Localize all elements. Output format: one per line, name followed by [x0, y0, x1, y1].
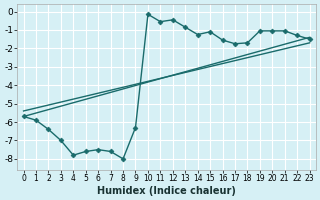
X-axis label: Humidex (Indice chaleur): Humidex (Indice chaleur)	[97, 186, 236, 196]
